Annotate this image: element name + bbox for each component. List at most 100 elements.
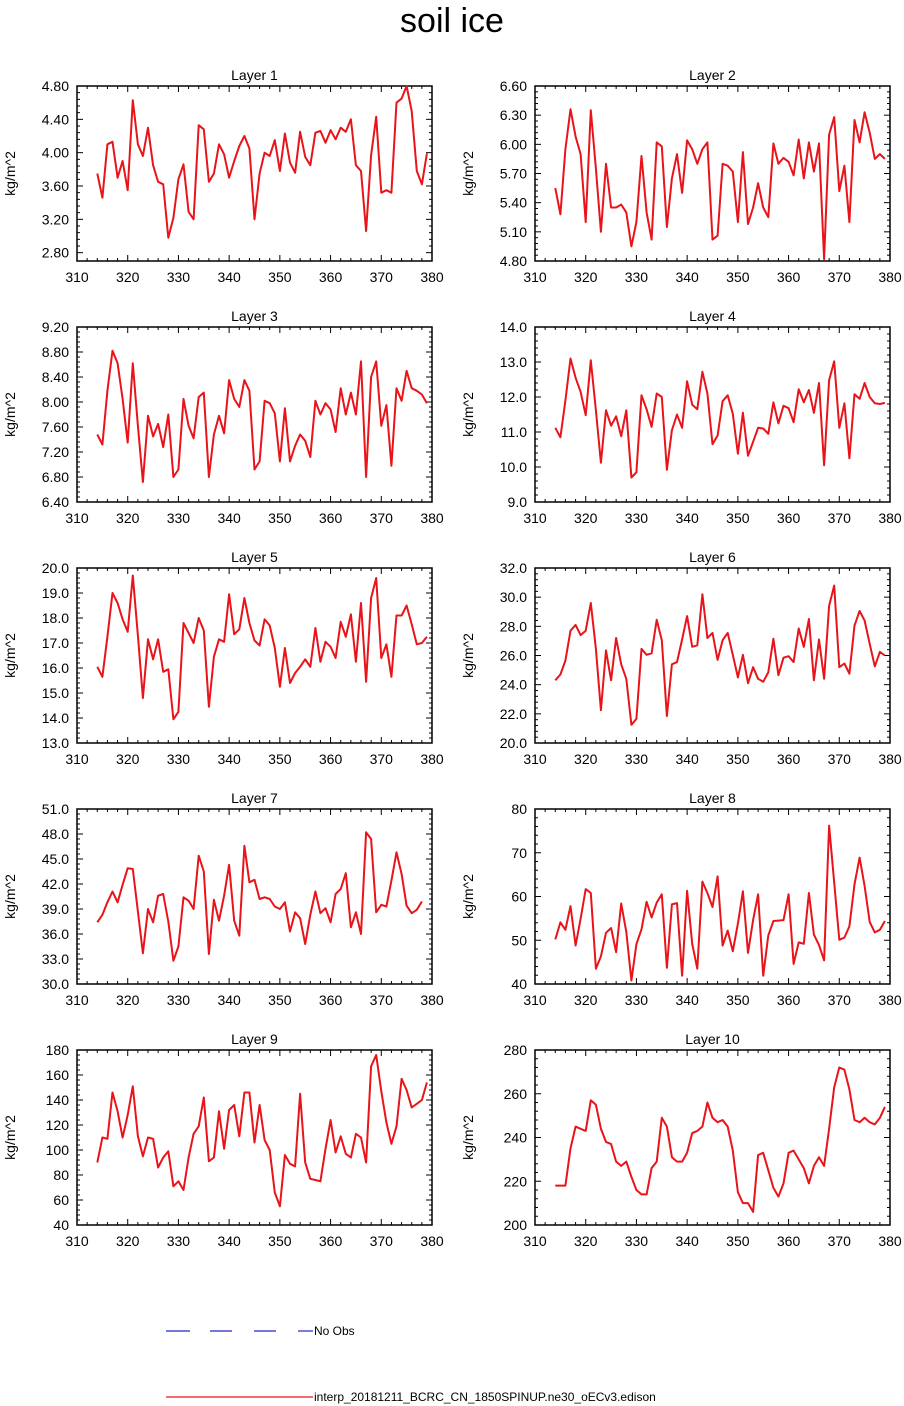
y-tick-label: 100	[46, 1142, 70, 1158]
x-tick-label: 310	[65, 1233, 89, 1249]
y-tick-label: 32.0	[500, 560, 527, 576]
x-tick-label: 310	[523, 510, 547, 526]
panel-2: Layer 2 310 320 330 340 350 360 370 380 4.80 5.10 5…	[460, 67, 902, 285]
x-tick-label: 320	[116, 992, 140, 1008]
y-tick-label: 22.0	[500, 706, 527, 722]
y-tick-label: 6.00	[500, 136, 527, 152]
x-tick-label: 330	[167, 992, 191, 1008]
x-tick-label: 380	[878, 1233, 902, 1249]
y-axis-label: kg/m^2	[2, 392, 18, 437]
x-tick-label: 330	[625, 269, 649, 285]
panel-title: Layer 6	[689, 549, 736, 565]
y-tick-label: 120	[46, 1117, 70, 1133]
x-tick-label: 360	[777, 751, 801, 767]
y-tick-label: 260	[504, 1086, 528, 1102]
y-tick-label: 11.0	[501, 424, 527, 440]
panel-4: Layer 4 310 320 330 340 350 360 370 380 9.0 10.0 11…	[460, 308, 902, 526]
series-line	[554, 108, 886, 261]
x-tick-label: 370	[828, 510, 852, 526]
x-tick-label: 330	[625, 510, 649, 526]
panel-title: Layer 2	[689, 67, 736, 83]
x-tick-label: 360	[777, 269, 801, 285]
y-tick-label: 220	[504, 1173, 528, 1189]
y-tick-label: 30.0	[42, 976, 69, 992]
x-tick-label: 320	[116, 751, 140, 767]
y-tick-label: 200	[504, 1217, 528, 1233]
plot-frame	[534, 567, 891, 744]
legend-obs-label: No Obs	[314, 1324, 355, 1338]
x-tick-label: 360	[319, 992, 343, 1008]
y-tick-label: 8.00	[42, 394, 69, 410]
y-axis-label: kg/m^2	[2, 874, 18, 919]
x-tick-label: 380	[878, 751, 902, 767]
y-tick-label: 14.0	[42, 710, 69, 726]
y-tick-label: 10.0	[500, 459, 527, 475]
x-tick-label: 370	[828, 751, 852, 767]
y-tick-label: 13.0	[42, 735, 69, 751]
x-tick-label: 370	[828, 269, 852, 285]
x-tick-label: 380	[420, 510, 444, 526]
x-tick-label: 320	[116, 510, 140, 526]
x-tick-label: 360	[777, 1233, 801, 1249]
y-tick-label: 17.0	[42, 635, 69, 651]
x-tick-label: 340	[675, 510, 699, 526]
x-tick-label: 310	[523, 1233, 547, 1249]
panel-9: Layer 9 310 320 330 340 350 360 370 380 40 60 80 100…	[2, 1031, 444, 1249]
y-tick-label: 9.0	[508, 494, 528, 510]
y-tick-label: 180	[46, 1042, 70, 1058]
y-axis-label: kg/m^2	[460, 633, 476, 678]
x-tick-label: 320	[116, 269, 140, 285]
panel-title: Layer 9	[231, 1031, 278, 1047]
series-line	[96, 574, 428, 721]
x-tick-label: 310	[65, 992, 89, 1008]
y-tick-label: 160	[46, 1067, 70, 1083]
y-tick-label: 20.0	[500, 735, 527, 751]
x-tick-label: 370	[370, 992, 394, 1008]
y-tick-label: 40	[511, 976, 527, 992]
y-tick-label: 3.20	[42, 211, 69, 227]
x-tick-label: 380	[420, 269, 444, 285]
panel-1: Layer 1 310 320 330 340 350 360 370 380 2.80 3.20 3…	[2, 67, 444, 285]
y-tick-label: 33.0	[42, 951, 69, 967]
chart-main-title: soil ice	[400, 2, 504, 40]
x-tick-label: 360	[319, 510, 343, 526]
y-axis-label: kg/m^2	[2, 1115, 18, 1160]
plot-frame	[76, 808, 433, 985]
panel-8: Layer 8 310 320 330 340 350 360 370 380 40 50 60 70 8…	[460, 790, 902, 1008]
panel-5: Layer 5 310 320 330 340 350 360 370 380 13.0 14.0 1…	[2, 549, 444, 767]
panel-title: Layer 5	[231, 549, 278, 565]
y-tick-label: 45.0	[42, 851, 69, 867]
x-tick-label: 350	[268, 1233, 292, 1249]
y-tick-label: 2.80	[42, 245, 69, 261]
y-tick-label: 9.20	[42, 319, 69, 335]
x-tick-label: 350	[726, 751, 750, 767]
x-tick-label: 360	[319, 269, 343, 285]
y-tick-label: 240	[504, 1130, 528, 1146]
x-tick-label: 380	[420, 751, 444, 767]
y-tick-label: 7.20	[42, 444, 69, 460]
y-tick-label: 12.0	[500, 389, 527, 405]
x-tick-label: 380	[878, 992, 902, 1008]
y-tick-label: 30.0	[500, 589, 527, 605]
y-tick-label: 60	[53, 1192, 69, 1208]
y-tick-label: 70	[511, 845, 527, 861]
y-tick-label: 80	[53, 1167, 69, 1183]
y-tick-label: 3.60	[42, 178, 69, 194]
plot-frame	[76, 326, 433, 503]
x-tick-label: 340	[675, 751, 699, 767]
x-tick-label: 360	[777, 510, 801, 526]
y-tick-label: 5.10	[500, 224, 527, 240]
x-tick-label: 380	[420, 1233, 444, 1249]
x-tick-label: 310	[65, 751, 89, 767]
x-tick-label: 340	[217, 1233, 241, 1249]
y-tick-label: 15.0	[42, 685, 69, 701]
x-tick-label: 370	[828, 992, 852, 1008]
y-axis-label: kg/m^2	[460, 392, 476, 437]
y-tick-label: 4.40	[42, 111, 69, 127]
y-tick-label: 13.0	[500, 354, 527, 370]
y-tick-label: 140	[46, 1092, 70, 1108]
x-tick-label: 320	[574, 510, 598, 526]
series-line	[554, 824, 886, 982]
y-tick-label: 6.80	[42, 469, 69, 485]
x-tick-label: 370	[370, 510, 394, 526]
